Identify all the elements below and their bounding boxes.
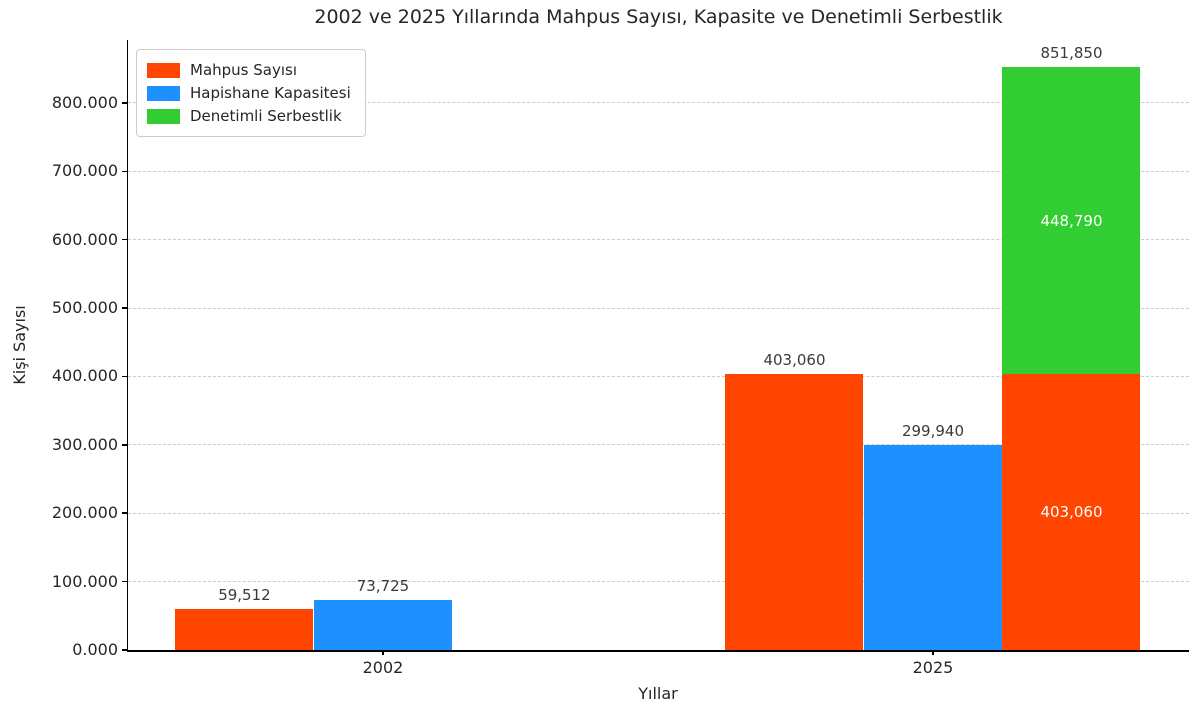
gridline xyxy=(128,444,1189,446)
y-tick xyxy=(122,307,127,309)
y-tick-label: 100.000 xyxy=(51,571,118,591)
bar-2002-slot1-seg0 xyxy=(313,599,452,650)
bar-segment-value-label: 448,790 xyxy=(1040,211,1103,230)
y-tick xyxy=(122,102,127,104)
legend-swatch-mahpus-icon xyxy=(147,62,180,78)
legend-item-denetimli: Denetimli Serbestlik xyxy=(147,105,351,127)
bar-2025-slot1-seg0 xyxy=(863,444,1002,650)
gridline xyxy=(128,170,1189,172)
bar-total-label: 403,060 xyxy=(763,351,826,370)
y-tick-label: 700.000 xyxy=(51,161,118,181)
bar-2025-slot2-seg1 xyxy=(1002,67,1141,375)
legend-label-denetimli: Denetimli Serbestlik xyxy=(190,107,342,125)
legend-label-mahpus: Mahpus Sayısı xyxy=(190,61,297,79)
gridline xyxy=(128,307,1189,309)
bar-2025-slot0-seg0 xyxy=(725,374,864,650)
bar-total-label: 59,512 xyxy=(218,586,271,605)
legend: Mahpus Sayısı Hapishane Kapasitesi Denet… xyxy=(136,49,366,137)
y-tick xyxy=(122,580,127,583)
x-axis-spine xyxy=(126,650,1189,652)
y-tick-label: 500.000 xyxy=(51,298,118,318)
legend-item-mahpus: Mahpus Sayısı xyxy=(147,59,351,81)
y-tick-label: 400.000 xyxy=(51,366,118,386)
bar-2025-slot2-seg0 xyxy=(1002,374,1141,650)
x-tick xyxy=(932,650,934,655)
y-axis-spine xyxy=(126,40,128,652)
y-tick xyxy=(122,375,127,378)
y-tick-label: 0.000 xyxy=(72,640,118,659)
x-tick-label: 2025 xyxy=(912,658,954,677)
legend-label-kapasite: Hapishane Kapasitesi xyxy=(190,84,351,102)
y-tick xyxy=(122,238,127,241)
y-tick-label: 300.000 xyxy=(51,434,118,454)
bar-total-label: 851,850 xyxy=(1040,44,1103,63)
y-tick xyxy=(122,170,127,173)
x-tick xyxy=(382,650,384,655)
legend-swatch-kapasite-icon xyxy=(147,85,180,101)
y-axis-label: Kişi Sayısı xyxy=(10,305,29,385)
gridline xyxy=(128,102,1189,104)
plot-area: 59,512 73,725 403,060 299,940 403,060 448,790… xyxy=(128,40,1189,650)
y-tick xyxy=(122,649,127,651)
gridline xyxy=(128,375,1189,377)
y-tick-label: 600.000 xyxy=(51,229,118,249)
y-tick-label: 200.000 xyxy=(51,503,118,523)
bar-segment-value-label: 403,060 xyxy=(1040,503,1103,522)
gridline xyxy=(128,512,1189,514)
legend-swatch-denetimli-icon xyxy=(147,108,180,124)
chart-title: 2002 ve 2025 Yıllarında Mahpus Sayısı, K… xyxy=(314,6,1003,28)
legend-item-kapasite: Hapishane Kapasitesi xyxy=(147,82,351,104)
bar-total-label: 299,940 xyxy=(901,421,964,440)
bar-2002-slot0-seg0 xyxy=(175,609,314,650)
y-tick-label: 800.000 xyxy=(51,92,118,112)
x-tick-label: 2002 xyxy=(362,658,404,677)
gridline xyxy=(128,239,1189,241)
y-tick xyxy=(122,444,127,446)
gridline xyxy=(128,581,1189,583)
x-axis-label: Yıllar xyxy=(638,684,678,703)
y-tick xyxy=(122,512,127,514)
bar-total-label: 73,725 xyxy=(356,576,410,595)
